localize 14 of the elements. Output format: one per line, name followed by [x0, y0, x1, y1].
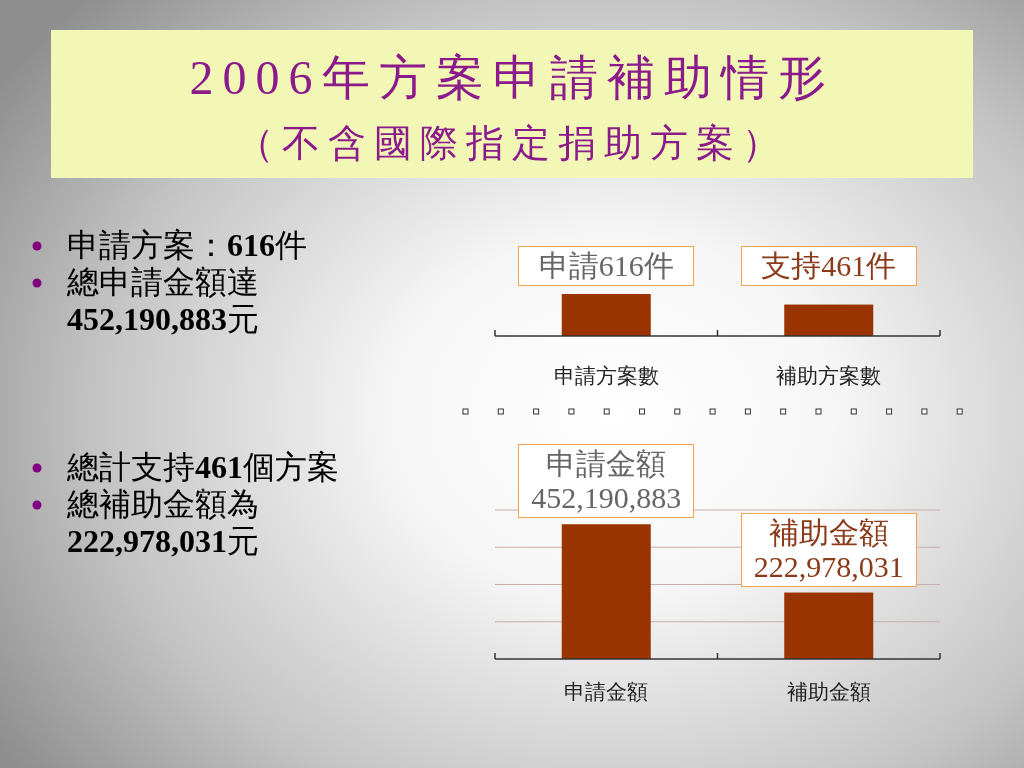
- x-tick-label: 申請方案數: [552, 363, 660, 390]
- text: 總計支持461個方案: [67, 449, 339, 485]
- text: 總補助金額為222,978,031元: [67, 486, 259, 559]
- data-label: 申請金額452,190,883: [518, 444, 695, 519]
- text: 申請方案：616件: [67, 227, 307, 263]
- x-tick-label: 申請金額: [563, 679, 650, 706]
- data-label: 補助金額222,978,031: [740, 512, 917, 587]
- x-tick-label: 補助金額: [785, 679, 872, 706]
- text: 總申請金額達452,190,883元: [67, 264, 259, 337]
- chart-title: 2006年方案申請補助情形: [188, 50, 836, 106]
- data-label: 支持461件: [740, 246, 917, 286]
- x-tick-label: 補助方案數: [775, 363, 883, 390]
- chart-subtitle: （不含國際指定捐助方案）: [235, 121, 789, 166]
- data-label: 申請616件: [518, 246, 695, 286]
